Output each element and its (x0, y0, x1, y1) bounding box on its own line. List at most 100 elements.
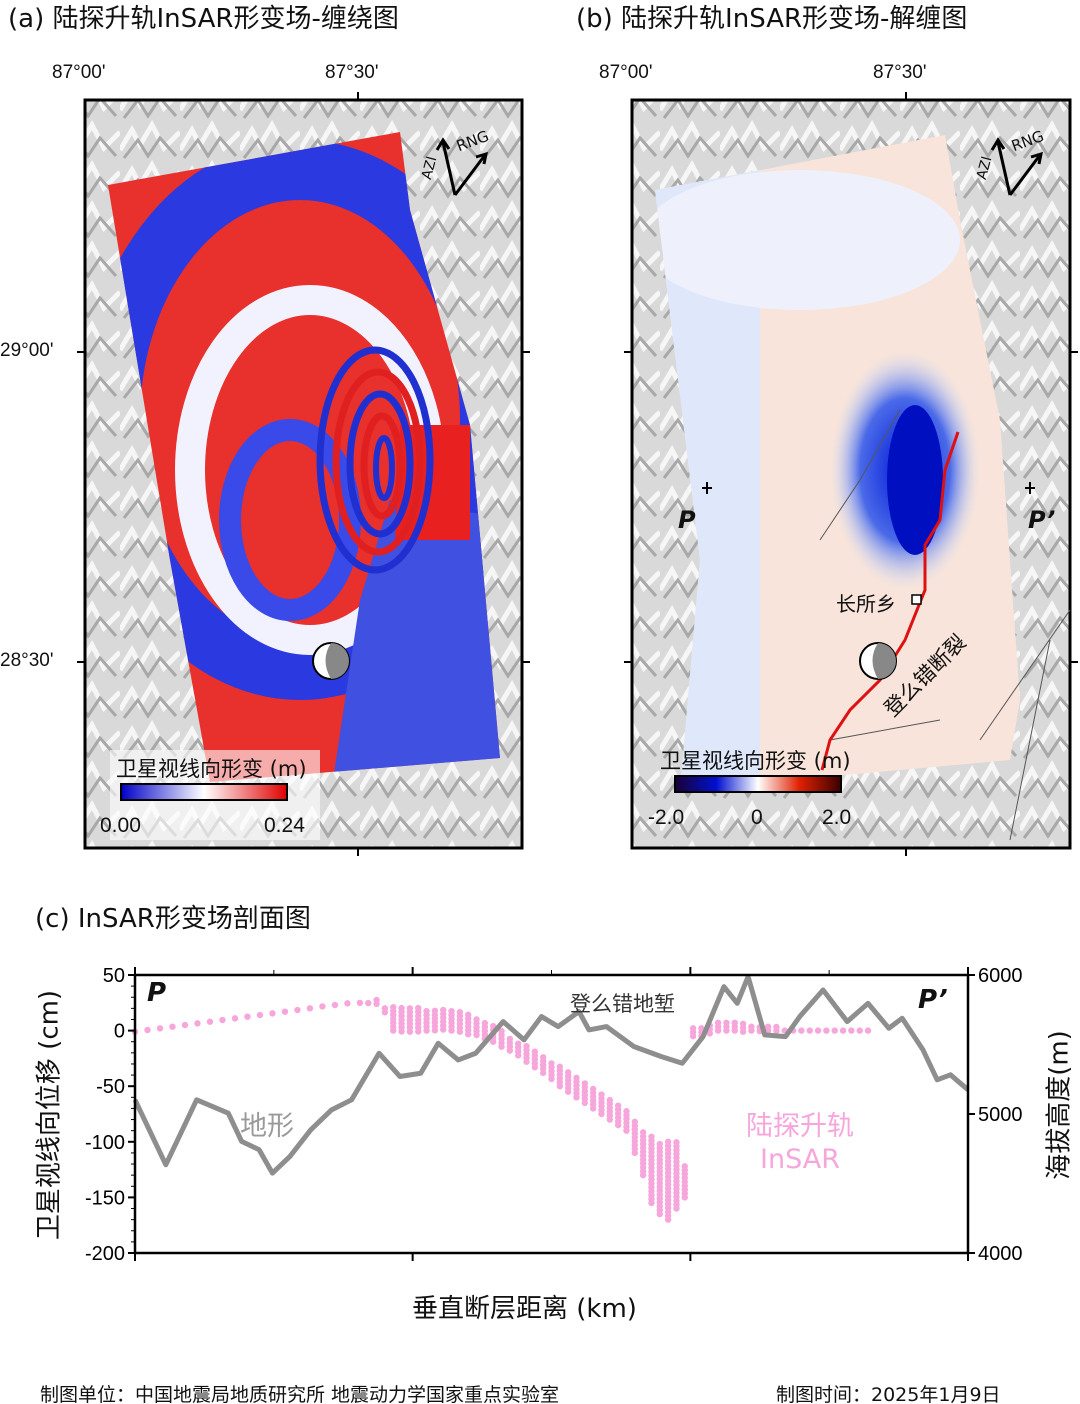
colorbar-b-tick: -2.0 (648, 806, 685, 829)
map-a (77, 92, 530, 856)
lat-tick: 28°30' (0, 650, 54, 671)
terrain-legend-label: 地形 (240, 1111, 294, 1142)
y-tick-label: -100 (85, 1132, 125, 1154)
insar-point (281, 1008, 289, 1015)
profile-endpoints (702, 482, 1035, 494)
insar-point (648, 1133, 655, 1140)
insar-point (448, 1007, 455, 1015)
insar-point (498, 1027, 505, 1035)
insar-point (473, 1016, 480, 1023)
insar-point (465, 1011, 472, 1018)
insar-point (806, 1027, 813, 1034)
insar-point (365, 999, 372, 1007)
insar-point (144, 1026, 151, 1034)
colorbar-b-tick: 2.0 (822, 806, 852, 829)
y2-tick-label: 5000 (978, 1104, 1023, 1126)
insar-point (373, 996, 380, 1004)
insar-point (390, 1004, 397, 1011)
footer-date: 制图时间：2025年1月9日 (776, 1384, 1001, 1404)
insar-point (331, 1001, 339, 1009)
y-tick-label: -200 (85, 1243, 125, 1265)
y-tick-label: 0 (114, 1021, 125, 1043)
lon-tick: 87°30' (873, 62, 927, 83)
insar-point (848, 1027, 855, 1034)
y-tick-label: -50 (96, 1076, 125, 1098)
panel-a-title: (a) 陆探升轨InSAR形变场-缠绕图 (8, 4, 399, 34)
insar-point (748, 1023, 755, 1030)
insar-point (614, 1102, 622, 1109)
insar-point (581, 1080, 589, 1087)
insar-point (231, 1015, 239, 1022)
insar-point (548, 1060, 555, 1067)
insar-point (415, 1004, 422, 1012)
town-marker-icon (911, 594, 922, 605)
y-tick-label: -150 (85, 1187, 125, 1209)
insar-point (344, 1000, 351, 1007)
colorbar-b-tick: 0 (751, 806, 763, 829)
colorbar-a (120, 783, 288, 801)
insar-point (531, 1048, 539, 1055)
insar-point (739, 1020, 747, 1028)
colorbar-a-min: 0.00 (100, 814, 141, 837)
insar-point (689, 1025, 697, 1032)
map-ticks (77, 92, 530, 856)
lon-tick: 87°30' (325, 62, 379, 83)
map-panels (77, 92, 1078, 856)
insar-point (564, 1069, 572, 1076)
insar-point (194, 1020, 201, 1027)
insar-point (589, 1085, 597, 1093)
map-b (624, 92, 1078, 856)
town-label: 长所乡 (836, 592, 896, 616)
unwrapped-deformation (655, 135, 1020, 790)
insar-point (219, 1016, 226, 1024)
insar-point (456, 1009, 464, 1016)
insar-point (731, 1019, 738, 1027)
lon-tick: 87°00' (52, 62, 106, 83)
map-frame (630, 98, 1072, 850)
azi-rng-arrow-icon (435, 137, 488, 196)
insar-point (598, 1091, 605, 1098)
insar-point (639, 1129, 647, 1136)
insar-point (269, 1010, 276, 1017)
colorbar-b (674, 775, 842, 793)
x-axis-label: 垂直断层距离 (km) (412, 1294, 637, 1324)
map-frame (83, 98, 524, 850)
insar-point (431, 1007, 439, 1015)
insar-point (864, 1027, 872, 1034)
profile-start-label: P (678, 506, 696, 534)
y-axis-label: 卫星视线向位移 (cm) (34, 989, 65, 1241)
insar-point (169, 1023, 176, 1030)
insar-point (539, 1054, 547, 1061)
insar-point (294, 1006, 301, 1014)
insar-point (156, 1025, 164, 1032)
profile-end-label: P’ (1028, 506, 1056, 534)
panel-b-title: (b) 陆探升轨InSAR形变场-解缠图 (576, 4, 968, 34)
y2-tick-label: 4000 (978, 1243, 1023, 1265)
insar-point (664, 1138, 672, 1146)
insar-point (440, 1006, 447, 1014)
lon-tick: 87°00' (599, 62, 653, 83)
insar-point (681, 1163, 688, 1170)
minor-faults (819, 409, 1071, 841)
insar-point (181, 1021, 189, 1029)
insar-point (773, 1023, 780, 1031)
insar-point (623, 1108, 630, 1115)
insar-point (698, 1025, 705, 1032)
graben-annotation: 登么错地堑 (570, 992, 675, 1016)
insar-point (256, 1011, 264, 1019)
focal-mechanism-icon (859, 642, 897, 680)
insar-point (839, 1027, 847, 1034)
insar-point (244, 1013, 251, 1020)
insar-point (398, 1004, 405, 1012)
colorbar-b-label: 卫星视线向形变 (m) (660, 749, 851, 773)
insar-point (506, 1035, 514, 1043)
fault-trace (820, 431, 960, 771)
insar-point (823, 1027, 830, 1034)
insar-point (523, 1042, 530, 1050)
insar-point (631, 1118, 638, 1125)
chart-end-label: P’ (918, 985, 948, 1015)
insar-point (798, 1027, 805, 1034)
terrain-line (132, 974, 970, 1176)
